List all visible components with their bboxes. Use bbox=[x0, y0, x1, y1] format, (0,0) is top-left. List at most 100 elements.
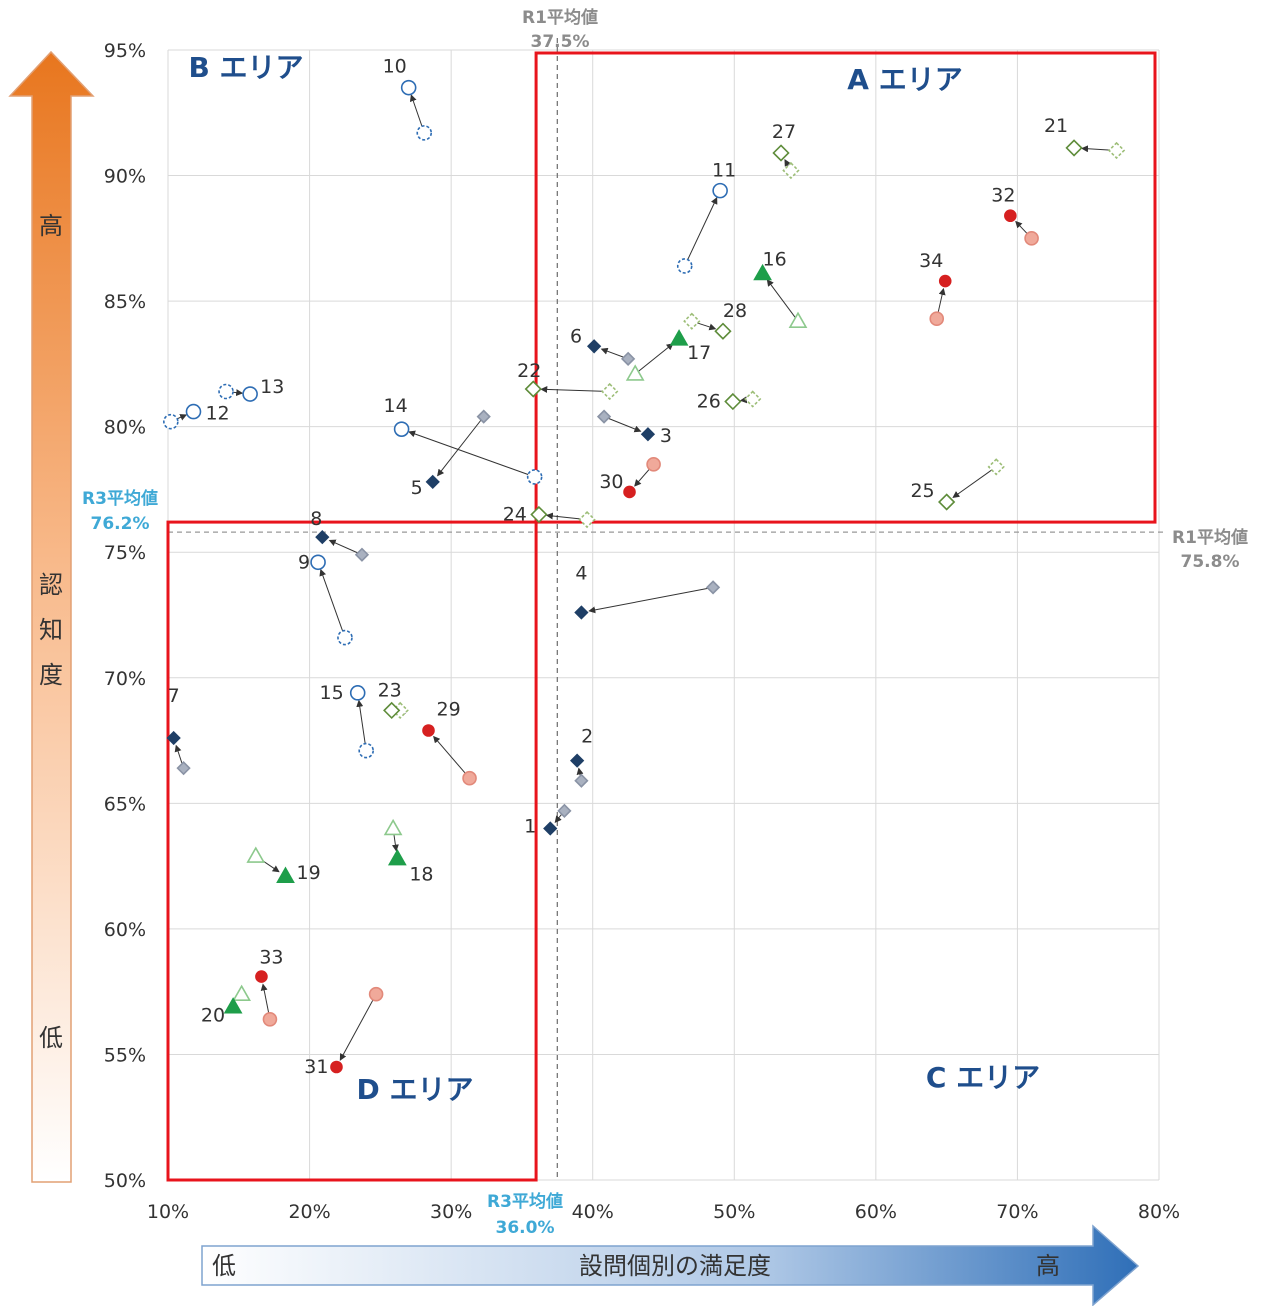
change-arrow-17 bbox=[634, 343, 674, 375]
r1-marker-5 bbox=[476, 409, 491, 424]
point-label-24: 24 bbox=[503, 504, 527, 526]
y-tick-label: 95% bbox=[104, 40, 146, 62]
change-arrow-3 bbox=[603, 416, 642, 433]
y-tick-label: 85% bbox=[104, 291, 146, 313]
point-label-11: 11 bbox=[712, 160, 736, 182]
r3-marker-25 bbox=[938, 493, 956, 511]
r3-marker-31 bbox=[330, 1060, 343, 1074]
point-label-34: 34 bbox=[919, 250, 943, 272]
r3-marker-17 bbox=[669, 329, 689, 346]
x-tick-label: 20% bbox=[288, 1201, 330, 1223]
r1-marker-10 bbox=[416, 125, 433, 141]
x-tick-label: 30% bbox=[430, 1201, 472, 1223]
y-axis-label-char-2: 知 bbox=[39, 616, 63, 644]
point-label-28: 28 bbox=[723, 300, 747, 322]
change-arrow-14 bbox=[408, 430, 535, 478]
r1-marker-29 bbox=[462, 770, 477, 786]
r1-marker-24 bbox=[578, 510, 596, 529]
area-c-label: C エリア bbox=[926, 1061, 1040, 1094]
y-tick-label: 75% bbox=[104, 542, 146, 564]
y-axis-label-char-1: 認 bbox=[39, 571, 63, 599]
change-arrow-16 bbox=[766, 279, 799, 322]
r1-marker-16 bbox=[788, 311, 808, 329]
r3-marker-1 bbox=[543, 821, 558, 836]
r1-marker-34 bbox=[929, 311, 945, 326]
r3-marker-33 bbox=[255, 970, 268, 983]
point-label-19: 19 bbox=[297, 862, 321, 884]
change-arrow-11 bbox=[684, 196, 718, 267]
r1-marker-15 bbox=[358, 742, 375, 759]
r3-marker-27 bbox=[772, 144, 790, 162]
point-label-4: 4 bbox=[575, 562, 587, 584]
r1-marker-3 bbox=[596, 409, 612, 424]
point-label-20: 20 bbox=[201, 1005, 225, 1027]
r3-marker-29 bbox=[422, 724, 435, 737]
point-label-22: 22 bbox=[517, 360, 541, 382]
axis-ticks: 10% 20% 30% 40% 50% 60% 70% 80% 50% 55% 60% 65% 70% 7… bbox=[104, 40, 1180, 1223]
y-tick-label: 50% bbox=[104, 1170, 146, 1192]
r1-marker-8 bbox=[354, 547, 370, 562]
change-arrows bbox=[170, 94, 1117, 1061]
r1-marker-25 bbox=[987, 458, 1005, 476]
r1-x-average-title: R1平均値 bbox=[522, 7, 598, 28]
point-label-23: 23 bbox=[378, 679, 402, 701]
point-label-10: 10 bbox=[383, 56, 407, 78]
change-arrow-22 bbox=[540, 385, 610, 393]
change-arrow-25 bbox=[952, 466, 997, 498]
point-label-18: 18 bbox=[409, 864, 433, 886]
r3-marker-2 bbox=[570, 753, 585, 768]
r3-marker-26 bbox=[724, 392, 742, 411]
data-markers bbox=[163, 79, 1126, 1074]
r3-marker-10 bbox=[400, 79, 417, 96]
r1-marker-28 bbox=[683, 312, 701, 330]
point-label-2: 2 bbox=[581, 726, 593, 748]
point-label-31: 31 bbox=[304, 1056, 328, 1078]
r1-marker-19 bbox=[246, 846, 266, 863]
x-axis-low-label: 低 bbox=[212, 1252, 236, 1280]
r3-marker-12 bbox=[185, 403, 202, 420]
r3-marker-4 bbox=[574, 605, 589, 620]
r1-marker-9 bbox=[337, 629, 353, 646]
r3-marker-8 bbox=[315, 530, 330, 545]
point-label-29: 29 bbox=[436, 699, 460, 721]
r1-marker-6 bbox=[620, 351, 636, 366]
r3-marker-34 bbox=[938, 274, 952, 288]
r3-marker-11 bbox=[712, 182, 728, 199]
r1-marker-2 bbox=[574, 773, 589, 788]
x-axis-high-label: 高 bbox=[1036, 1252, 1060, 1280]
x-tick-label: 70% bbox=[996, 1201, 1038, 1223]
area-b-label: B エリア bbox=[188, 51, 303, 84]
r3-x-average-value: 36.0% bbox=[496, 1218, 555, 1238]
r3-marker-3 bbox=[640, 427, 656, 442]
r1-marker-21 bbox=[1107, 141, 1126, 160]
r3-marker-9 bbox=[310, 554, 326, 571]
area-d-box bbox=[166, 520, 538, 1182]
x-tick-label: 60% bbox=[855, 1201, 897, 1223]
x-tick-label: 10% bbox=[147, 1201, 189, 1223]
r3-y-average-title: R3平均値 bbox=[82, 488, 158, 509]
r1-marker-27 bbox=[782, 161, 800, 180]
r3-marker-13 bbox=[242, 386, 258, 402]
x-axis-title: 設問個別の満足度 bbox=[579, 1252, 771, 1280]
point-label-12: 12 bbox=[205, 403, 229, 425]
change-arrow-9 bbox=[319, 568, 346, 638]
r1-marker-13 bbox=[218, 383, 234, 400]
r3-marker-18 bbox=[387, 848, 407, 866]
r1-marker-30 bbox=[646, 457, 661, 472]
x-tick-label: 80% bbox=[1138, 1201, 1180, 1223]
y-axis-label-char-3: 度 bbox=[39, 661, 63, 689]
r3-marker-5 bbox=[425, 474, 440, 490]
y-tick-label: 90% bbox=[104, 166, 146, 188]
r1-marker-26 bbox=[744, 390, 762, 408]
point-label-33: 33 bbox=[259, 947, 283, 969]
point-label-1: 1 bbox=[524, 815, 536, 837]
r3-marker-7 bbox=[166, 730, 181, 746]
x-tick-label: 40% bbox=[572, 1201, 614, 1223]
y-axis-high-label: 高 bbox=[39, 212, 63, 240]
r1-marker-1 bbox=[557, 803, 572, 818]
r1-y-average-title: R1平均値 bbox=[1172, 527, 1248, 548]
grid-lines bbox=[167, 49, 1160, 1181]
r1-marker-32 bbox=[1024, 231, 1039, 246]
y-tick-label: 70% bbox=[104, 668, 146, 690]
